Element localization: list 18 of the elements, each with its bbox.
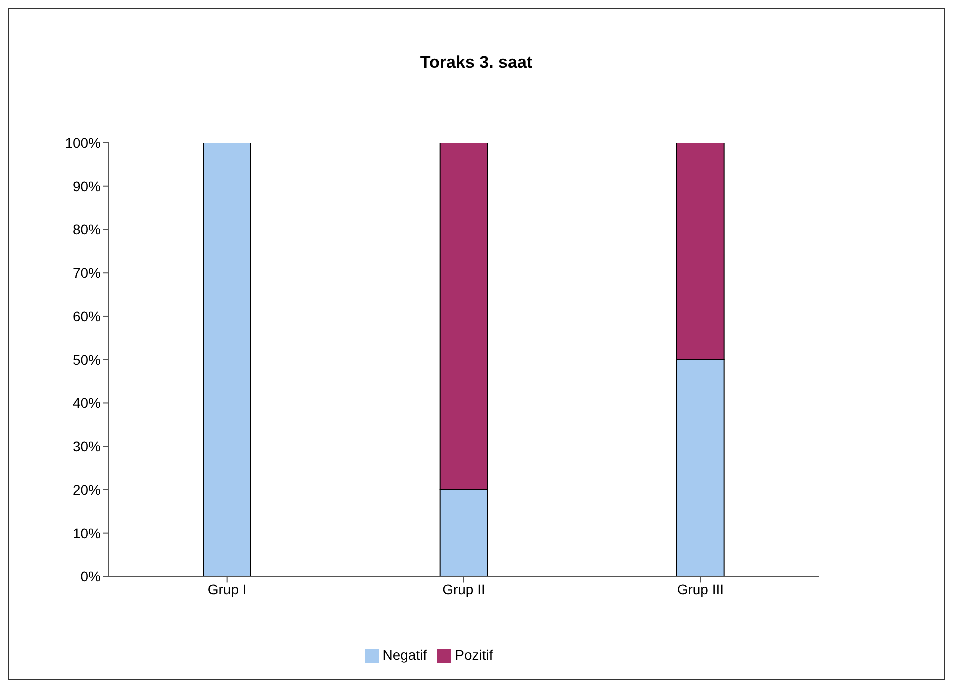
y-tick-label: 70% (72, 265, 101, 282)
y-tick-label: 50% (72, 352, 101, 368)
legend-label: Pozitif (455, 646, 494, 663)
legend-label: Negatif (382, 646, 428, 663)
x-tick-label: Grup III (677, 582, 724, 598)
y-tick-label: 90% (72, 178, 101, 194)
y-tick-label: 30% (72, 438, 101, 455)
y-tick-label: 60% (72, 308, 101, 324)
x-tick-label: Grup II (442, 582, 486, 598)
bar (203, 143, 252, 577)
y-tick-label: 10% (72, 525, 101, 542)
y-tick-label: 20% (72, 482, 101, 498)
chart-title: Toraks 3. saat (419, 52, 534, 74)
y-tick-label: 0% (80, 568, 101, 585)
x-tick-label: Grup I (208, 582, 247, 598)
y-tick-label: 40% (72, 395, 101, 412)
y-tick-label: 80% (72, 222, 101, 238)
y-tick-label: 100% (65, 134, 101, 151)
